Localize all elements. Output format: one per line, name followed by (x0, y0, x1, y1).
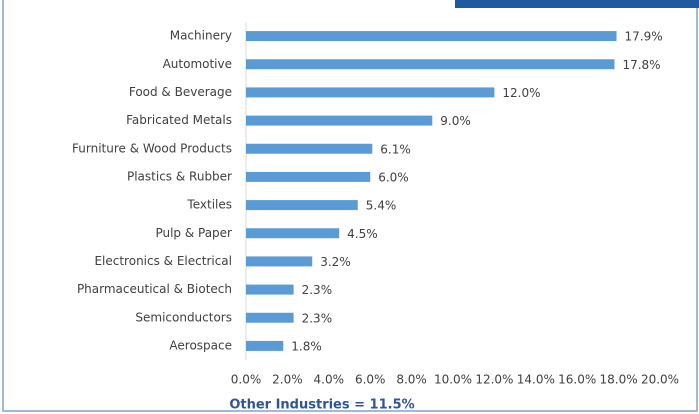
x-tick-label: 20.0% (641, 373, 679, 387)
bar (246, 284, 294, 295)
y-tick-label: Pulp & Paper (155, 226, 232, 240)
bar (246, 171, 371, 182)
y-tick-label: Plastics & Rubber (127, 169, 232, 183)
x-tick-label: 12.0% (475, 373, 513, 387)
y-tick-label: Food & Beverage (129, 85, 232, 99)
value-label: 3.2% (320, 255, 351, 269)
y-tick-label: Pharmaceutical & Biotech (77, 282, 232, 296)
x-tick-label: 14.0% (517, 373, 555, 387)
value-label: 17.8% (622, 58, 660, 72)
bar (246, 312, 294, 323)
y-tick-label: Automotive (163, 57, 232, 71)
y-tick-label: Fabricated Metals (126, 113, 232, 127)
bar (246, 143, 373, 154)
bar (246, 59, 615, 70)
bar (246, 87, 495, 98)
value-label: 2.3% (302, 283, 333, 297)
value-label: 17.9% (625, 30, 663, 44)
bar (246, 200, 358, 211)
y-tick-label: Semiconductors (135, 310, 232, 324)
bar (246, 228, 340, 239)
x-tick-label: 0.0% (231, 373, 262, 387)
bar (246, 256, 313, 267)
x-tick-label: 2.0% (272, 373, 303, 387)
value-label: 6.1% (380, 142, 411, 156)
value-label: 1.8% (291, 339, 322, 353)
value-label: 5.4% (366, 199, 397, 213)
y-tick-label: Machinery (170, 29, 232, 43)
x-tick-label: 18.0% (600, 373, 638, 387)
bar (246, 340, 284, 351)
y-tick-label: Textiles (186, 198, 232, 212)
bar (246, 31, 617, 42)
value-label: 4.5% (347, 227, 378, 241)
value-label: 6.0% (378, 170, 409, 184)
value-label: 2.3% (302, 311, 333, 325)
y-tick-label: Aerospace (169, 338, 232, 352)
x-tick-label: 6.0% (355, 373, 386, 387)
bar (246, 115, 433, 126)
y-tick-label: Furniture & Wood Products (72, 141, 232, 155)
header-tab (455, 0, 699, 8)
annotation: Other Industries = 11.5% (229, 398, 414, 413)
value-label: 9.0% (440, 114, 471, 128)
x-tick-label: 8.0% (396, 373, 427, 387)
x-tick-label: 16.0% (558, 373, 596, 387)
y-tick-label: Electronics & Electrical (94, 254, 232, 268)
x-tick-label: 10.0% (434, 373, 472, 387)
x-tick-label: 4.0% (314, 373, 345, 387)
value-label: 12.0% (502, 86, 540, 100)
